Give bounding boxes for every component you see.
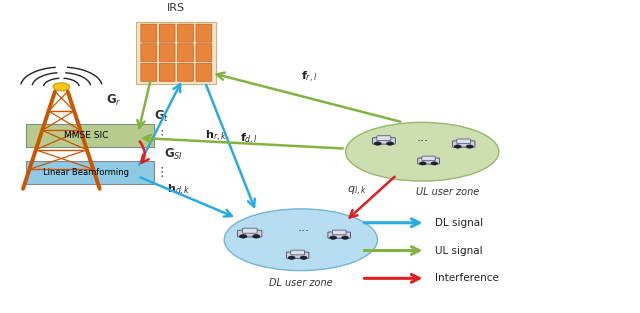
FancyBboxPatch shape <box>159 63 175 81</box>
FancyBboxPatch shape <box>159 24 175 42</box>
Text: Linear Beamforming: Linear Beamforming <box>44 168 129 177</box>
Circle shape <box>374 142 381 145</box>
FancyBboxPatch shape <box>177 24 193 42</box>
FancyBboxPatch shape <box>159 44 175 62</box>
Ellipse shape <box>224 209 378 271</box>
Text: ⋮: ⋮ <box>156 129 168 142</box>
FancyBboxPatch shape <box>237 230 262 237</box>
Text: ...: ... <box>416 131 428 144</box>
Text: $\mathbf{h}_{r,k}$: $\mathbf{h}_{r,k}$ <box>205 129 227 144</box>
Text: $\mathbf{f}_{r,l}$: $\mathbf{f}_{r,l}$ <box>301 70 317 85</box>
FancyBboxPatch shape <box>136 22 216 84</box>
FancyBboxPatch shape <box>287 252 309 258</box>
FancyBboxPatch shape <box>141 44 157 62</box>
FancyBboxPatch shape <box>141 24 157 42</box>
FancyBboxPatch shape <box>422 156 435 161</box>
Text: $\mathbf{G}_{SI}$: $\mathbf{G}_{SI}$ <box>164 147 183 162</box>
Text: UL user zone: UL user zone <box>416 187 479 197</box>
Text: $\mathbf{h}_{d,k}$: $\mathbf{h}_{d,k}$ <box>167 183 191 198</box>
FancyBboxPatch shape <box>196 24 212 42</box>
FancyBboxPatch shape <box>243 228 257 233</box>
Text: UL signal: UL signal <box>435 245 483 255</box>
FancyBboxPatch shape <box>418 158 440 164</box>
Text: ...: ... <box>298 221 310 234</box>
Text: Interference: Interference <box>435 273 499 283</box>
FancyBboxPatch shape <box>196 44 212 62</box>
Circle shape <box>467 145 473 148</box>
Circle shape <box>454 145 461 148</box>
Circle shape <box>53 83 70 91</box>
FancyBboxPatch shape <box>291 250 305 255</box>
Text: ⋮: ⋮ <box>156 166 168 179</box>
Text: MMSE SIC: MMSE SIC <box>64 131 108 140</box>
FancyBboxPatch shape <box>177 63 193 81</box>
Ellipse shape <box>346 122 499 181</box>
Circle shape <box>342 236 349 239</box>
FancyBboxPatch shape <box>377 136 391 141</box>
Circle shape <box>330 236 337 239</box>
FancyBboxPatch shape <box>26 124 154 147</box>
FancyBboxPatch shape <box>328 232 350 238</box>
Circle shape <box>431 162 438 165</box>
Circle shape <box>239 234 247 238</box>
Text: $q_{l,k}$: $q_{l,k}$ <box>348 185 367 198</box>
Text: $\mathbf{f}_{d,l}$: $\mathbf{f}_{d,l}$ <box>240 132 258 147</box>
FancyBboxPatch shape <box>26 161 154 184</box>
Circle shape <box>300 256 307 259</box>
FancyBboxPatch shape <box>457 139 470 144</box>
Text: $\mathbf{G}_r$: $\mathbf{G}_r$ <box>106 93 122 108</box>
Text: DL signal: DL signal <box>435 218 483 228</box>
FancyBboxPatch shape <box>452 141 475 147</box>
Circle shape <box>420 162 426 165</box>
Text: DL user zone: DL user zone <box>269 278 333 288</box>
FancyBboxPatch shape <box>177 44 193 62</box>
Circle shape <box>288 256 295 259</box>
Circle shape <box>253 234 260 238</box>
Text: IRS: IRS <box>167 3 186 13</box>
FancyBboxPatch shape <box>332 230 346 235</box>
FancyBboxPatch shape <box>141 63 157 81</box>
FancyBboxPatch shape <box>372 138 396 144</box>
Text: $\mathbf{G}_t$: $\mathbf{G}_t$ <box>154 109 169 124</box>
Circle shape <box>387 142 394 145</box>
FancyBboxPatch shape <box>196 63 212 81</box>
